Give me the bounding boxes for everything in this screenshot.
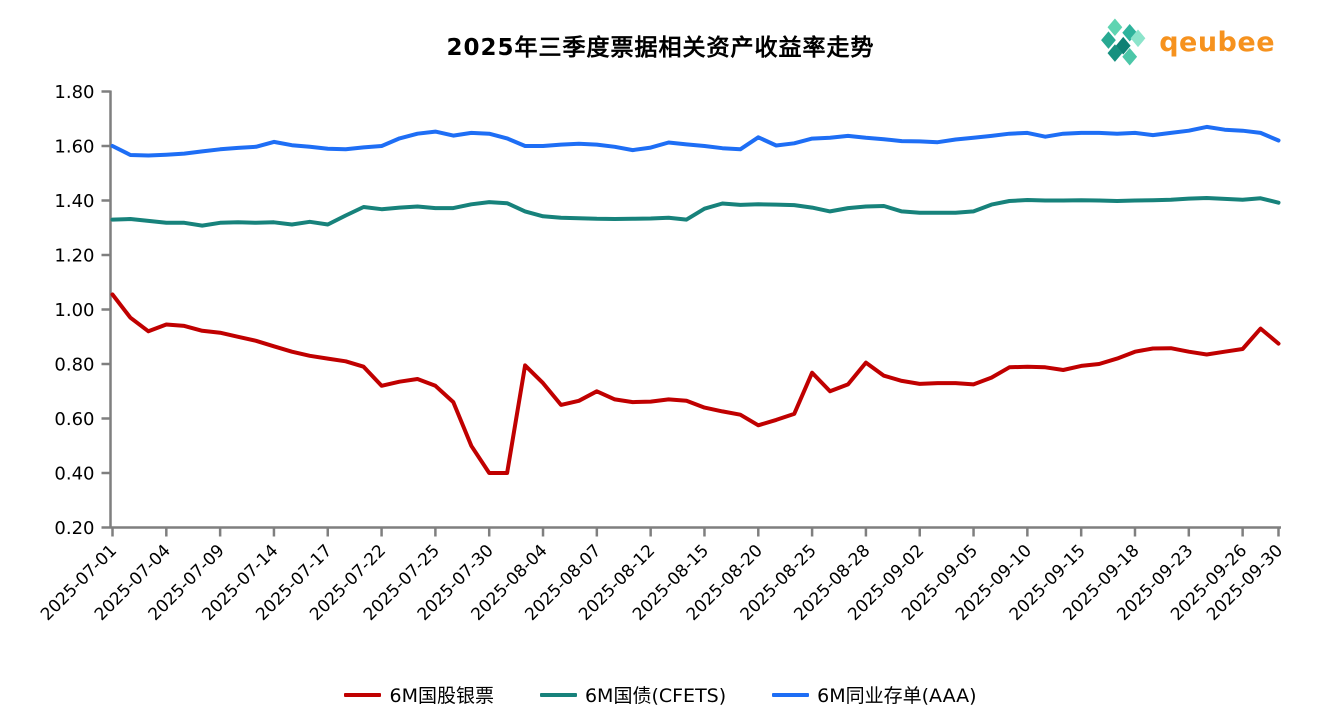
y-tick-label: 1.20 [54,246,94,267]
legend-label-bank-bill: 6M国股银票 [389,685,494,707]
chart-legend: 6M国股银票 6M国债(CFETS) 6M同业存单(AAA) [0,681,1321,708]
series-line-ncd-aaa [110,124,1281,158]
y-tick-label: 1.00 [54,300,94,321]
qeubee-logo: qeubee [1100,18,1275,66]
legend-label-treasury-cfets: 6M国债(CFETS) [584,685,727,707]
y-tick-label: 0.80 [54,355,94,376]
series-line-bank-bill [110,292,1281,475]
chart-title: 2025年三季度票据相关资产收益率走势 [446,35,875,61]
y-tick-label: 1.40 [54,191,94,212]
legend-swatch-ncd-aaa [772,692,810,697]
logo-diamond [1101,31,1117,49]
y-tick-label: 0.20 [54,518,94,539]
legend-label-ncd-aaa: 6M同业存单(AAA) [817,685,977,707]
series-line-treasury-cfets [110,196,1281,228]
legend-item-bank-bill: 6M国股银票 [344,681,494,708]
qeubee-logo-text: qeubee [1159,26,1275,58]
qeubee-logo-icon [1101,18,1146,66]
legend-item-treasury-cfets: 6M国债(CFETS) [539,681,727,708]
legend-item-ncd-aaa: 6M同业存单(AAA) [772,681,977,708]
y-tick-label: 0.60 [54,409,94,430]
y-tick-label: 1.60 [54,137,94,158]
y-tick-label: 1.80 [54,82,94,103]
legend-swatch-bank-bill [344,692,382,697]
y-tick-label: 0.40 [54,464,94,485]
logo-diamond [1130,29,1146,48]
legend-swatch-treasury-cfets [539,692,577,697]
